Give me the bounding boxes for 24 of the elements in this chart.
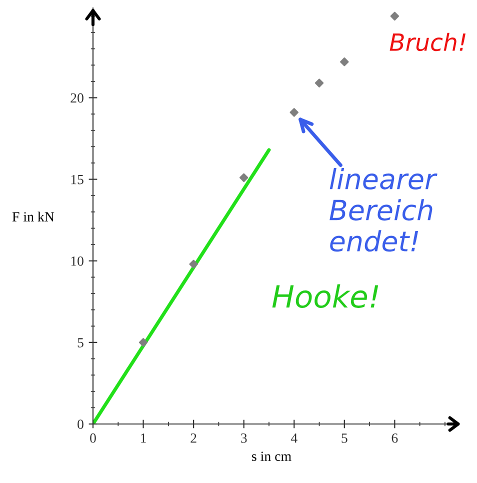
- point: [390, 12, 400, 21]
- point: [290, 108, 298, 117]
- point: [138, 338, 148, 347]
- x-tick-label: 3: [241, 433, 247, 443]
- y-tick-label: 10: [71, 256, 84, 266]
- annotation: linearer Bereich endet!: [330, 168, 438, 252]
- point: [189, 260, 198, 268]
- annotation: Bruch!: [390, 32, 466, 52]
- point: [239, 173, 248, 182]
- y-tick-label: 5: [78, 338, 84, 348]
- y-tick-label: 0: [78, 420, 84, 429]
- x-tick-label: 2: [190, 433, 196, 443]
- y-tick-label: 20: [70, 93, 84, 103]
- y-axis-title: F in kN: [12, 212, 54, 222]
- point: [314, 78, 324, 88]
- y-tick-label: 15: [71, 174, 84, 184]
- annotation: Hooke!: [272, 284, 378, 308]
- point: [340, 57, 349, 66]
- x-tick-label: 0: [90, 433, 96, 443]
- x-tick-label: 4: [290, 434, 298, 443]
- x-tick-label: 1: [141, 433, 146, 443]
- x-tick-label: 5: [342, 434, 348, 443]
- x-tick-label: 6: [392, 433, 398, 443]
- x-axis-title: s in cm: [252, 452, 292, 461]
